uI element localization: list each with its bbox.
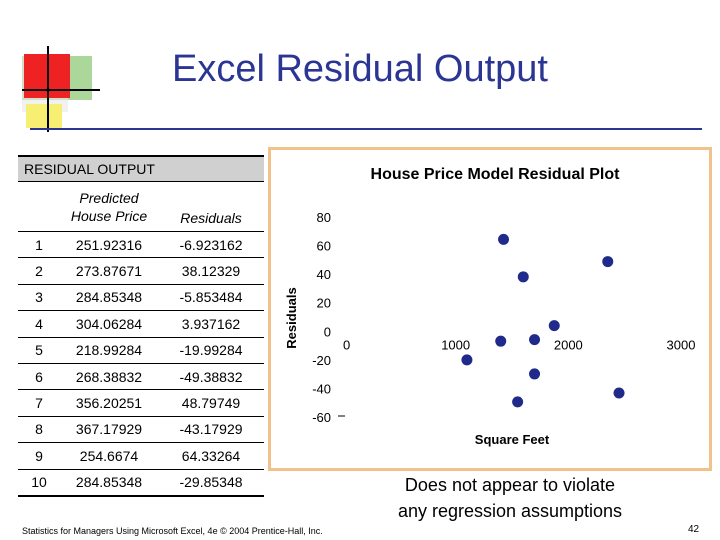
residual-cell: -43.17929 bbox=[158, 416, 264, 444]
slide-title: Excel Residual Output bbox=[172, 48, 548, 90]
x-tick-label: 3000 bbox=[667, 337, 696, 352]
obs-cell: 3 bbox=[18, 284, 60, 312]
x-tick-label: 0 bbox=[343, 337, 350, 352]
table-row: 9 254.6674 64.33264 bbox=[18, 442, 264, 470]
predicted-cell: 273.87671 bbox=[60, 257, 158, 285]
obs-cell: 1 bbox=[18, 231, 60, 259]
data-point bbox=[498, 233, 510, 245]
obs-cell: 6 bbox=[18, 363, 60, 391]
y-tick-label: 0 bbox=[324, 324, 331, 339]
slide-logo bbox=[22, 46, 100, 132]
y-tick-label: -60 bbox=[312, 410, 331, 425]
data-point bbox=[517, 271, 529, 283]
data-point bbox=[512, 396, 524, 408]
residual-cell: 64.33264 bbox=[158, 442, 264, 470]
predicted-cell: 367.17929 bbox=[60, 416, 158, 444]
table-row: 5 218.99284 -19.99284 bbox=[18, 337, 264, 364]
table-row: 8 367.17929 -43.17929 bbox=[18, 416, 264, 444]
data-point bbox=[529, 334, 541, 346]
predicted-cell: 284.85348 bbox=[60, 284, 158, 312]
slide-footer: Statistics for Managers Using Microsoft … bbox=[22, 526, 323, 536]
y-tick-label: 20 bbox=[317, 296, 331, 311]
table-row: 4 304.06284 3.937162 bbox=[18, 310, 264, 338]
table-row: 10 284.85348 -29.85348 bbox=[18, 469, 264, 497]
page-number: 42 bbox=[688, 524, 700, 535]
y-tick-label: 40 bbox=[317, 267, 331, 282]
predicted-header-line1: Predicted bbox=[79, 189, 139, 206]
data-point bbox=[548, 320, 560, 332]
predicted-cell: 268.38832 bbox=[60, 363, 158, 391]
obs-cell: 7 bbox=[18, 389, 60, 417]
predicted-cell: 251.92316 bbox=[60, 231, 158, 259]
conclusion-line2: any regression assumptions bbox=[397, 501, 623, 521]
table-row: 1 251.92316 -6.923162 bbox=[18, 231, 264, 259]
table-row: 6 268.38832 -49.38832 bbox=[18, 363, 264, 391]
conclusion-line1: Does not appear to violate bbox=[404, 475, 616, 495]
residual-cell: -6.923162 bbox=[158, 231, 264, 259]
residuals-col-header: Residuals bbox=[158, 181, 264, 232]
data-point bbox=[613, 387, 625, 399]
residuals-header-text: Residuals bbox=[180, 210, 242, 226]
table-header: RESIDUAL OUTPUT bbox=[18, 155, 264, 182]
predicted-cell: 218.99284 bbox=[60, 337, 158, 364]
residual-table: RESIDUAL OUTPUT Predicted House Price Re… bbox=[18, 155, 264, 497]
obs-cell: 2 bbox=[18, 257, 60, 285]
predicted-col-header: Predicted House Price bbox=[60, 181, 158, 232]
table-row: 7 356.20251 48.79749 bbox=[18, 389, 264, 417]
y-tick-label: -40 bbox=[312, 381, 331, 396]
data-point bbox=[461, 354, 473, 366]
table-row: 3 284.85348 -5.853484 bbox=[18, 284, 264, 312]
data-point bbox=[529, 368, 541, 380]
residual-cell: -29.85348 bbox=[158, 469, 264, 497]
residual-plot-frame: House Price Model Residual Plot Residual… bbox=[268, 147, 712, 471]
y-tick-label: -20 bbox=[312, 353, 331, 368]
residual-cell: 48.79749 bbox=[158, 389, 264, 417]
obs-cell: 8 bbox=[18, 416, 60, 444]
x-axis-label: Square Feet bbox=[475, 432, 550, 447]
y-tick-label: 80 bbox=[317, 210, 331, 225]
predicted-header-line2: House Price bbox=[70, 207, 148, 224]
title-rule bbox=[30, 128, 702, 130]
predicted-cell: 356.20251 bbox=[60, 389, 158, 417]
residual-cell: 38.12329 bbox=[158, 257, 264, 285]
obs-cell: 5 bbox=[18, 337, 60, 364]
residual-cell: 3.937162 bbox=[158, 310, 264, 338]
predicted-cell: 284.85348 bbox=[60, 469, 158, 497]
residual-cell: -5.853484 bbox=[158, 284, 264, 312]
data-point bbox=[602, 256, 614, 268]
table-row: 2 273.87671 38.12329 bbox=[18, 257, 264, 285]
x-tick-label: 2000 bbox=[554, 337, 583, 352]
obs-cell: 10 bbox=[18, 469, 60, 497]
residual-cell: -49.38832 bbox=[158, 363, 264, 391]
y-tick-label: 60 bbox=[317, 239, 331, 254]
predicted-cell: 254.6674 bbox=[60, 442, 158, 470]
y-axis-label: Residuals bbox=[284, 287, 299, 348]
chart-title: House Price Model Residual Plot bbox=[371, 166, 621, 183]
obs-col-header bbox=[18, 181, 60, 232]
obs-cell: 9 bbox=[18, 442, 60, 470]
residual-cell: -19.99284 bbox=[158, 337, 264, 364]
x-tick-label: 1000 bbox=[441, 337, 470, 352]
data-point bbox=[495, 335, 507, 347]
obs-cell: 4 bbox=[18, 310, 60, 338]
residual-plot: House Price Model Residual Plot Residual… bbox=[284, 166, 696, 447]
predicted-cell: 304.06284 bbox=[60, 310, 158, 338]
conclusion-note: Does not appear to violate any regressio… bbox=[384, 472, 636, 524]
